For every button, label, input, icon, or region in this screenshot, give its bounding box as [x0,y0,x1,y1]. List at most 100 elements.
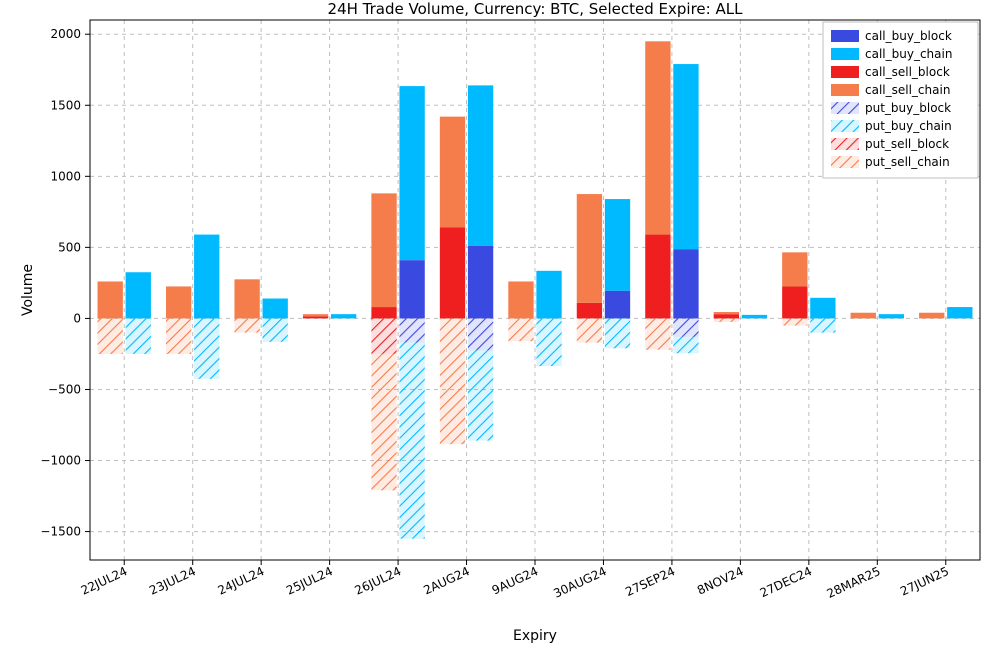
y-tick-label: −1000 [40,454,81,468]
x-axis-label: Expiry [513,628,557,644]
bar-put_buy_chain [605,318,630,348]
bar-call_sell_block [371,307,396,318]
bar-call_sell_block [440,227,465,318]
y-tick-label: 500 [58,240,81,254]
bar-call_sell_chain [303,314,328,316]
bar-call_sell_chain [919,313,944,319]
legend-swatch-call_sell_block [831,66,859,78]
bar-call_sell_chain [371,193,396,307]
bar-call_sell_block [577,303,602,319]
bar-call_buy_chain [399,86,424,260]
y-axis-label: Volume [20,264,36,316]
x-tick-label: 24JUL24 [216,564,267,598]
y-tick-label: 1000 [50,169,81,183]
y-axis: −1500 −1000 −500 0 500 1000 1500 2000 [40,27,90,538]
y-tick-label: 0 [73,311,81,325]
bar-call_buy_block [673,250,698,319]
bar-put_sell_block [371,318,396,354]
bar-put_buy_chain [673,337,698,353]
bar-put_buy_chain [468,350,493,440]
bar-call_buy_chain [673,64,698,249]
legend-label: call_buy_chain [865,47,952,61]
y-tick-label: −1500 [40,525,81,539]
bar-call_sell_chain [98,281,123,318]
bar-put_buy_block [399,318,424,342]
bar-call_sell_chain [714,312,739,314]
bar-call_buy_chain [126,272,151,318]
bar-put_sell_chain [577,318,602,342]
x-axis: 22JUL24 23JUL24 24JUL24 25JUL24 26JUL24 2AUG2… [79,560,951,601]
legend-label: put_buy_chain [865,119,952,133]
x-tick-label: 27DEC24 [758,564,814,600]
legend-label: call_sell_block [865,65,950,79]
bar-put_sell_chain [440,318,465,444]
bar-call_sell_block [782,286,807,318]
legend-swatch-call_buy_block [831,30,859,42]
y-tick-label: 2000 [50,27,81,41]
bar-put_buy_chain [810,318,835,332]
x-tick-label: 27SEP24 [623,564,677,599]
chart-container: −1500 −1000 −500 0 500 1000 1500 2000 22JUL24 23J… [0,0,996,654]
legend-label: put_sell_chain [865,155,950,169]
bar-call_buy_chain [536,271,561,319]
x-tick-label: 25JUL24 [284,564,335,598]
bar-put_sell_chain [371,354,396,490]
bar-put_sell_chain [508,318,533,341]
x-tick-label: 30AUG24 [551,564,608,601]
bar-call_sell_block [303,316,328,318]
legend-swatch-put_sell_chain [831,156,859,168]
bar-call_sell_chain [782,252,807,286]
bar-call_buy_chain [947,307,972,318]
bar-put_buy_chain [194,318,219,378]
bar-call_sell_chain [234,279,259,318]
x-tick-label: 23JUL24 [147,564,198,598]
legend-swatch-call_buy_chain [831,48,859,60]
y-tick-label: 1500 [50,98,81,112]
bar-put_buy_block [468,318,493,350]
bar-call_buy_chain [194,235,219,319]
bar-call_sell_chain [645,41,670,234]
bar-call_buy_chain [742,315,767,319]
bar-call_sell_block [714,314,739,318]
bar-call_buy_chain [810,298,835,319]
x-tick-label: 28MAR25 [825,564,883,601]
legend-swatch-call_sell_chain [831,84,859,96]
legend-label: call_buy_block [865,29,952,43]
legend-label: put_sell_block [865,137,949,151]
x-tick-label: 2AUG24 [421,564,472,597]
legend-swatch-put_buy_block [831,102,859,114]
bar-put_buy_chain [399,343,424,539]
bar-call_sell_chain [577,194,602,303]
bar-call_buy_chain [879,314,904,318]
bar-call_buy_block [605,291,630,319]
legend-label: call_sell_chain [865,83,950,97]
bar-call_buy_chain [331,314,356,318]
bar-put_sell_chain [645,318,670,349]
x-tick-label: 8NOV24 [695,564,746,598]
trade-volume-chart: −1500 −1000 −500 0 500 1000 1500 2000 22JUL24 23J… [0,0,996,654]
bar-put_sell_chain [782,318,807,325]
bar-call_sell_chain [166,286,191,318]
bar-call_sell_chain [851,313,876,319]
bar-put_buy_chain [263,318,288,341]
bar-put_sell_chain [234,318,259,332]
y-tick-label: −500 [48,382,81,396]
x-tick-label: 22JUL24 [79,564,130,598]
bar-call_buy_block [468,246,493,318]
x-tick-label: 26JUL24 [353,564,404,598]
bar-call_buy_chain [605,199,630,291]
legend-label: put_buy_block [865,101,951,115]
bar-call_sell_chain [508,281,533,318]
bar-call_sell_chain [440,117,465,228]
bar-call_buy_chain [468,85,493,246]
legend-swatch-put_sell_block [831,138,859,150]
x-tick-label: 9AUG24 [490,564,541,597]
legend: call_buy_block call_buy_chain call_sell_bl… [823,22,978,178]
legend-swatch-put_buy_chain [831,120,859,132]
bar-call_sell_block [645,235,670,319]
bar-call_buy_block [399,260,424,318]
bar-put_buy_chain [536,318,561,366]
bar-call_buy_chain [263,299,288,319]
x-tick-label: 27JUN25 [898,564,951,599]
bar-put_sell_chain [166,318,191,354]
